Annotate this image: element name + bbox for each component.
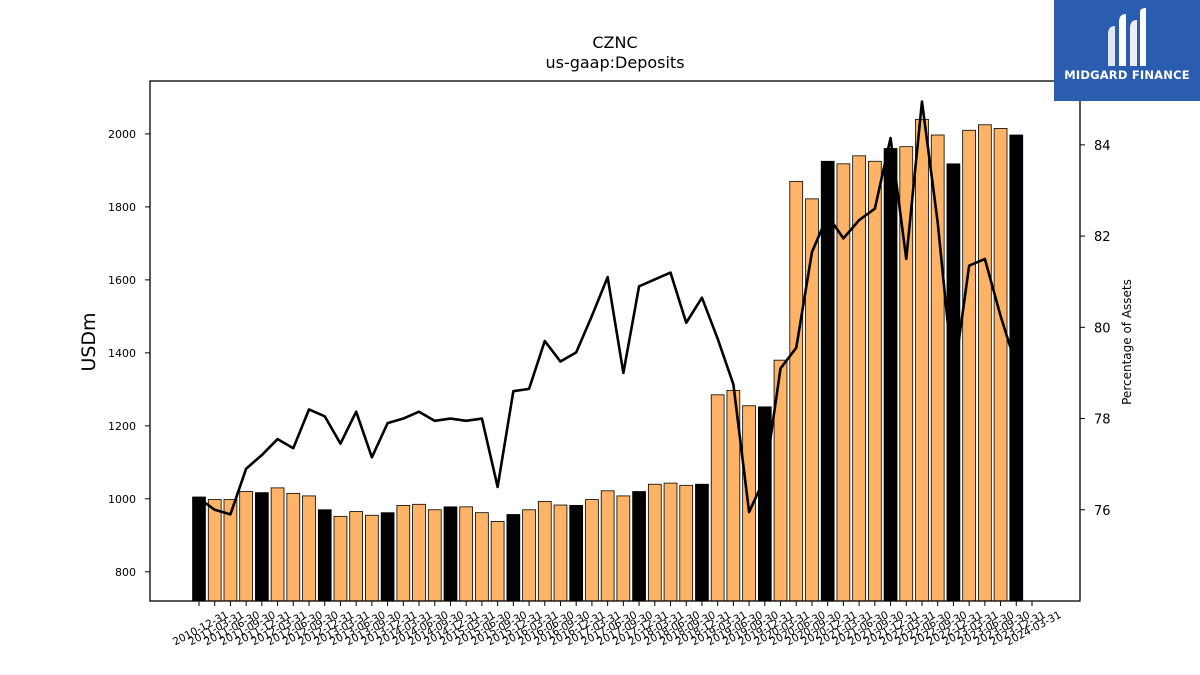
bar: [396, 504, 411, 602]
bar: [616, 495, 631, 602]
y-tick-label: 1000: [108, 493, 136, 506]
bar: [443, 506, 458, 602]
bar: [757, 406, 772, 602]
y-right-tick-label: 78: [1094, 413, 1111, 428]
bar: [600, 490, 615, 602]
brand-logo: MIDGARD FINANCE: [1054, 0, 1200, 101]
bar: [915, 118, 929, 602]
y-right-tick-label: 80: [1094, 321, 1111, 336]
y-tick-label: 1200: [108, 420, 136, 433]
bar: [192, 496, 206, 602]
bar: [506, 514, 521, 602]
bar: [427, 509, 442, 602]
bar: [789, 180, 804, 602]
bar: [946, 163, 961, 602]
bar: [490, 521, 505, 602]
y-axis-label: USDm: [78, 312, 100, 371]
bar: [412, 503, 426, 602]
bar: [270, 487, 285, 602]
bar: [255, 492, 269, 602]
bar: [569, 504, 584, 602]
y-tick-label: 800: [115, 566, 136, 579]
bar: [695, 483, 709, 602]
bar: [883, 148, 898, 602]
bar: [632, 491, 646, 602]
y-tick-label: 2000: [108, 128, 136, 141]
bar: [978, 124, 992, 602]
bar: [993, 128, 1008, 602]
bar: [349, 511, 364, 602]
y-right-tick-label: 82: [1094, 230, 1111, 245]
y-axis-right-label: Percentage of Assets: [1120, 279, 1134, 405]
y-tick-label: 1800: [108, 201, 136, 214]
bar: [459, 506, 474, 602]
bar: [365, 514, 379, 602]
bar: [962, 129, 976, 602]
bar: [302, 495, 316, 602]
bar: [836, 163, 851, 602]
bar: [207, 499, 222, 602]
bar: [930, 134, 945, 602]
bar: [679, 484, 694, 602]
line-layer: [198, 100, 1018, 516]
series-line: [198, 100, 1018, 516]
chart-title: CZNC: [592, 33, 637, 52]
y-tick-label: 1400: [108, 347, 136, 360]
midgard-logo-icon: [1108, 8, 1146, 66]
bar: [286, 492, 301, 602]
axes-layer: 8001000120014001600180020007678808284201…: [108, 80, 1111, 648]
bar: [537, 500, 552, 602]
bar: [710, 394, 725, 602]
chart-subtitle: us-gaap:Deposits: [545, 53, 684, 72]
bar: [585, 499, 599, 602]
bar: [380, 512, 395, 602]
y-right-tick-label: 84: [1094, 139, 1111, 154]
bar: [239, 491, 254, 602]
bar: [663, 482, 678, 602]
bar: [333, 515, 348, 602]
bar: [852, 155, 866, 602]
bar: [553, 504, 568, 602]
bar: [867, 160, 882, 602]
bar: [522, 509, 536, 602]
y-right-tick-label: 76: [1094, 504, 1111, 519]
plot-frame: [149, 80, 1081, 602]
y-tick-label: 1600: [108, 274, 136, 287]
bar: [317, 509, 332, 602]
bar: [475, 512, 489, 602]
brand-name: MIDGARD FINANCE: [1064, 68, 1190, 82]
bar: [647, 483, 662, 602]
bar: [1009, 134, 1024, 602]
